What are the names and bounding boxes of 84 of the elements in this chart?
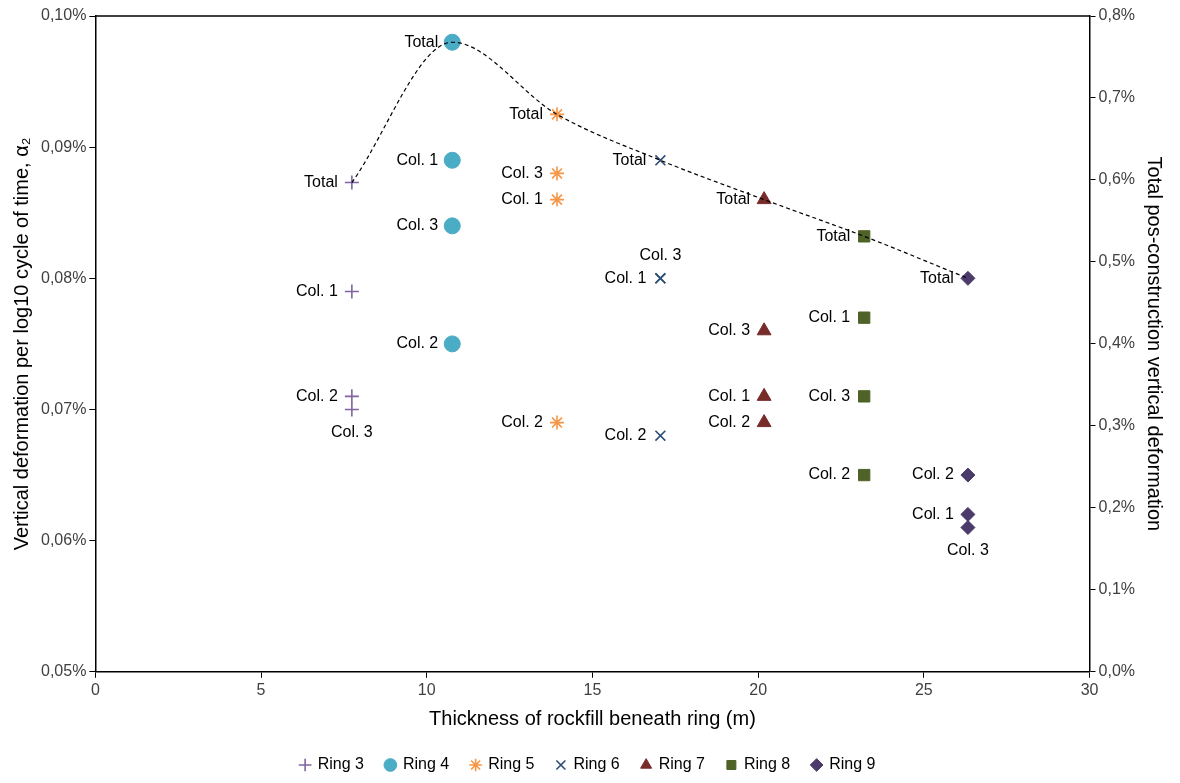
x-tick-label: 0	[90, 680, 100, 698]
annotation: Col. 3	[396, 216, 439, 234]
annotation: Col. 1	[912, 504, 955, 522]
annotation: Total	[404, 32, 439, 50]
point	[344, 388, 360, 405]
annotation: Col. 2	[912, 465, 955, 483]
y2-tick-label: 0,6%	[1098, 170, 1135, 188]
point	[858, 468, 871, 482]
annotation: Col. 3	[639, 245, 682, 263]
legend-label: Ring 6	[573, 755, 620, 773]
annotation: Col. 1	[708, 386, 751, 404]
annotation: Col. 1	[604, 268, 647, 286]
legend-label: Ring 8	[743, 755, 791, 773]
point	[443, 335, 461, 353]
y2-tick-label: 0,8%	[1098, 6, 1135, 24]
annotation: Col. 2	[396, 334, 439, 352]
y-axis-title: Vertical deformation per log10 cycle of time, α₂	[9, 137, 32, 551]
point	[654, 429, 667, 442]
point	[654, 154, 667, 167]
annotation: Col. 2	[296, 386, 338, 404]
point	[960, 506, 976, 522]
y2-tick-label: 0,7%	[1098, 88, 1135, 106]
point	[344, 174, 360, 191]
y-tick-label: 0,08%	[40, 268, 87, 286]
annotation: Col. 3	[947, 540, 989, 558]
point	[756, 322, 772, 336]
annotation: Col. 3	[330, 422, 373, 440]
legend-label: Ring 9	[829, 755, 876, 773]
point	[960, 520, 976, 536]
point	[344, 283, 360, 300]
annotation: Col. 2	[808, 465, 851, 483]
y2-axis-title: Total pos-construction vertical deformation	[1144, 156, 1167, 532]
annotation: Total	[612, 150, 647, 168]
annotation: Total	[304, 172, 338, 190]
annotation: Col. 1	[396, 150, 439, 168]
annotation: Col. 3	[808, 386, 851, 404]
y2-tick-label: 0,2%	[1098, 498, 1135, 516]
point	[549, 414, 565, 431]
x-tick-label: 25	[914, 680, 933, 698]
point	[858, 230, 871, 243]
point	[960, 467, 976, 483]
legend-label: Ring 7	[658, 755, 705, 773]
x-tick-label: 10	[417, 680, 436, 698]
x-tick-label: 30	[1080, 680, 1099, 698]
annotation: Total	[920, 268, 954, 286]
x-tick-label: 5	[256, 680, 266, 698]
point	[549, 106, 565, 123]
y-tick-label: 0,05%	[40, 662, 87, 680]
annotation: Total	[816, 226, 851, 244]
point	[549, 191, 565, 208]
point	[344, 401, 360, 418]
y2-tick-label: 0,5%	[1098, 252, 1135, 270]
annotation: Col. 1	[296, 281, 338, 299]
y2-tick-label: 0,0%	[1098, 662, 1135, 680]
point	[443, 33, 461, 51]
annotation: Total	[716, 190, 751, 208]
point	[858, 390, 871, 403]
x-tick-label: 15	[583, 680, 602, 698]
y-tick-label: 0,09%	[40, 137, 87, 155]
y2-tick-label: 0,3%	[1098, 416, 1135, 434]
annotation: Col. 2	[708, 413, 751, 430]
point	[443, 151, 461, 169]
legend-label: Ring 5	[488, 755, 535, 773]
annotation: Col. 3	[501, 163, 544, 181]
point	[960, 270, 976, 286]
annotation: Col. 1	[501, 190, 544, 208]
legend-label: Ring 3	[317, 755, 364, 773]
point	[549, 165, 565, 182]
y2-tick-label: 0,4%	[1098, 334, 1135, 352]
x-tick-label: 20	[749, 680, 768, 698]
point	[443, 217, 461, 235]
annotation: Total	[509, 104, 543, 122]
annotation: Col. 1	[808, 308, 851, 326]
annotation: Col. 2	[604, 426, 647, 444]
legend-label: Ring 4	[402, 755, 450, 773]
point	[858, 311, 871, 324]
y-tick-label: 0,10%	[40, 6, 87, 24]
annotation: Col. 3	[708, 321, 751, 339]
y-tick-label: 0,06%	[40, 531, 87, 549]
annotation: Col. 2	[501, 413, 544, 430]
y2-tick-label: 0,1%	[1098, 580, 1135, 598]
point	[756, 414, 772, 428]
x-axis-title: Thickness of rockfill beneath ring (m)	[429, 706, 756, 729]
y-tick-label: 0,07%	[40, 399, 87, 417]
